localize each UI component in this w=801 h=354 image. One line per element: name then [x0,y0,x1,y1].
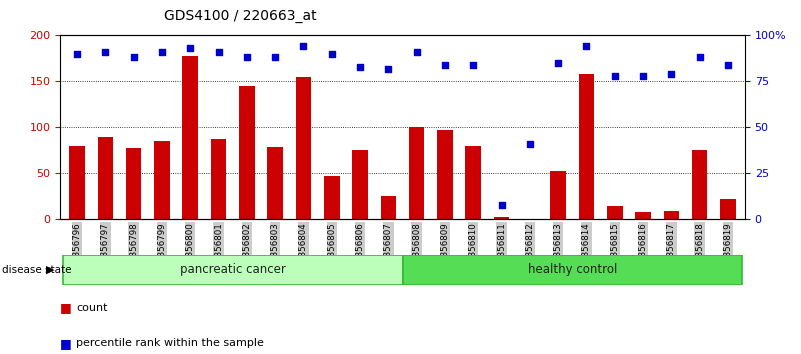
Bar [98,137,113,219]
Bar [578,74,594,219]
Text: ▶: ▶ [46,265,54,275]
Bar [663,211,679,219]
Bar [69,146,85,219]
Point [99,49,112,55]
Point [467,62,480,68]
Text: pancreatic cancer: pancreatic cancer [179,263,286,276]
Point [637,73,650,79]
Bar [692,150,707,219]
Point [127,55,140,60]
Text: percentile rank within the sample: percentile rank within the sample [76,338,264,348]
Bar [720,199,736,219]
Bar [380,196,396,219]
Point [325,51,338,57]
Point [70,51,83,57]
Point [665,71,678,77]
Point [608,73,621,79]
Bar [211,139,227,219]
Bar [550,171,566,219]
Text: count: count [76,303,107,313]
Text: disease state: disease state [2,265,71,275]
Bar [493,217,509,219]
Bar [126,148,142,219]
Point [580,44,593,49]
Text: ■: ■ [60,337,72,350]
Text: GDS4100 / 220663_at: GDS4100 / 220663_at [164,9,316,23]
Bar [324,176,340,219]
Text: ■: ■ [60,302,72,314]
Point [722,62,735,68]
Point [382,66,395,72]
Point [240,55,253,60]
Bar [268,147,283,219]
Point [297,44,310,49]
Bar [437,130,453,219]
Bar [409,127,425,219]
Bar [183,56,198,219]
Point [155,49,168,55]
Bar [154,141,170,219]
Point [184,45,197,51]
Bar [465,146,481,219]
Bar [607,206,622,219]
Point [438,62,451,68]
Bar [402,255,742,285]
Bar [522,218,537,219]
Bar [352,150,368,219]
Bar [63,255,402,285]
Point [495,202,508,207]
Bar [635,212,651,219]
Bar [296,77,312,219]
Point [693,55,706,60]
Point [523,141,536,147]
Point [410,49,423,55]
Point [212,49,225,55]
Point [354,64,367,69]
Point [269,55,282,60]
Bar [239,86,255,219]
Point [552,60,565,66]
Text: healthy control: healthy control [528,263,617,276]
